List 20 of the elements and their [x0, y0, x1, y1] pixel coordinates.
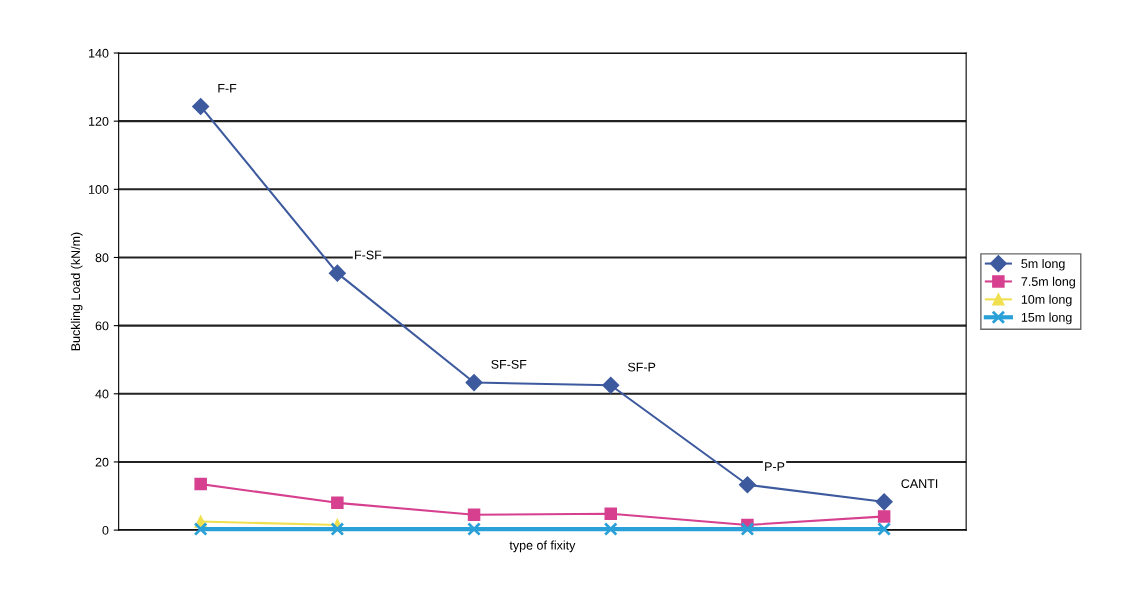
data-label: F-F — [218, 84, 237, 93]
y-axis-title: Buckling Load (kN/m) — [70, 232, 83, 351]
data-label: CANTI — [901, 479, 938, 489]
data-label: F-SF — [355, 250, 382, 260]
y-tick-label: 0 — [102, 525, 109, 535]
data-label: SF-P — [627, 362, 656, 372]
y-tick-label: 120 — [89, 116, 109, 126]
y-tick-label: 100 — [89, 185, 109, 194]
y-tick-label: 20 — [95, 457, 109, 467]
legend-label: 7.5m long — [1021, 276, 1075, 289]
legend-label: 15m long — [1021, 312, 1072, 325]
legend-label: 5m long — [1021, 258, 1065, 271]
data-label: P-P — [765, 462, 785, 471]
y-tick-label: 80 — [95, 253, 109, 263]
legend-label: 10m long — [1021, 294, 1072, 307]
data-label: SF-SF — [491, 359, 527, 369]
x-axis-title: type of fixity — [509, 540, 576, 553]
y-tick-label: 60 — [95, 321, 109, 331]
y-tick-label: 40 — [95, 389, 109, 399]
y-tick-label: 140 — [89, 48, 109, 58]
